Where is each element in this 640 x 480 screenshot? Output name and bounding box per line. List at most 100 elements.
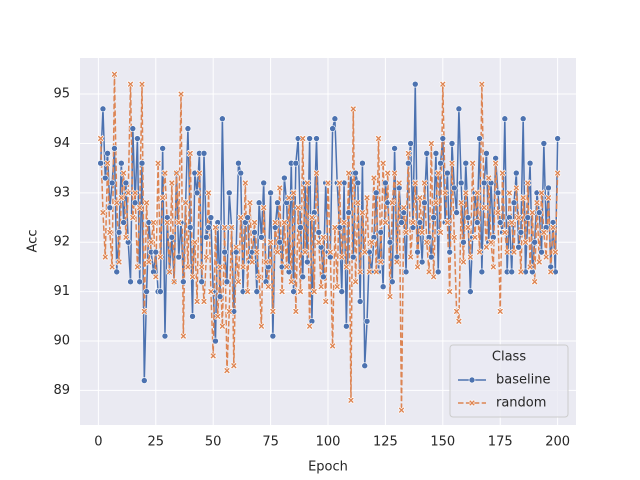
marker bbox=[464, 223, 472, 232]
marker bbox=[386, 238, 394, 246]
marker bbox=[483, 150, 490, 157]
marker bbox=[382, 179, 389, 187]
marker bbox=[274, 199, 281, 207]
marker bbox=[374, 134, 383, 143]
marker bbox=[193, 297, 201, 306]
marker bbox=[361, 248, 369, 256]
marker bbox=[535, 209, 543, 216]
marker bbox=[159, 194, 167, 202]
marker bbox=[115, 229, 123, 236]
marker bbox=[501, 115, 509, 123]
marker bbox=[423, 238, 431, 246]
marker bbox=[475, 248, 484, 256]
marker bbox=[276, 238, 284, 246]
marker bbox=[460, 238, 467, 246]
x-tick-label: 200 bbox=[545, 435, 570, 450]
marker bbox=[324, 179, 332, 187]
marker bbox=[200, 297, 208, 306]
marker bbox=[537, 189, 546, 197]
y-tick-label: 95 bbox=[53, 87, 70, 102]
marker bbox=[448, 159, 456, 167]
marker bbox=[97, 134, 105, 143]
marker bbox=[345, 209, 352, 216]
marker bbox=[129, 213, 137, 222]
marker bbox=[542, 253, 550, 261]
marker bbox=[441, 189, 449, 197]
y-tick-label: 93 bbox=[53, 185, 70, 200]
marker bbox=[239, 263, 247, 271]
marker bbox=[180, 278, 187, 286]
marker bbox=[143, 288, 150, 295]
marker bbox=[478, 268, 486, 276]
marker bbox=[354, 199, 362, 207]
marker bbox=[473, 219, 481, 226]
marker bbox=[97, 159, 104, 167]
marker bbox=[393, 258, 401, 266]
marker bbox=[354, 179, 362, 187]
marker bbox=[432, 199, 440, 207]
marker bbox=[292, 307, 300, 316]
marker bbox=[544, 194, 553, 202]
x-tick-label: 150 bbox=[430, 435, 455, 450]
marker bbox=[514, 213, 523, 222]
marker bbox=[400, 204, 408, 212]
y-tick-label: 89 bbox=[53, 383, 70, 398]
marker bbox=[320, 273, 327, 281]
marker bbox=[294, 204, 302, 212]
marker bbox=[168, 179, 176, 187]
marker bbox=[120, 169, 128, 177]
marker bbox=[101, 253, 109, 261]
marker bbox=[142, 199, 151, 207]
marker bbox=[347, 396, 355, 404]
marker bbox=[379, 283, 387, 290]
marker bbox=[234, 278, 243, 286]
marker bbox=[202, 234, 210, 241]
marker bbox=[255, 199, 263, 207]
marks bbox=[97, 70, 562, 414]
x-tick-label: 75 bbox=[262, 435, 279, 450]
marker bbox=[127, 278, 134, 286]
marker bbox=[111, 145, 118, 152]
marker bbox=[349, 105, 357, 113]
marker bbox=[188, 273, 197, 281]
marker bbox=[400, 209, 408, 216]
marker bbox=[207, 214, 215, 221]
marker bbox=[365, 268, 373, 276]
marker bbox=[216, 263, 224, 271]
marker bbox=[306, 135, 313, 142]
marker bbox=[356, 268, 364, 276]
marker bbox=[430, 214, 437, 221]
marker bbox=[414, 248, 421, 256]
marker bbox=[278, 288, 286, 296]
marker bbox=[283, 263, 291, 271]
marker bbox=[103, 159, 112, 167]
marker bbox=[253, 288, 261, 295]
marker bbox=[221, 223, 229, 232]
y-axis-label: Acc bbox=[26, 230, 41, 253]
marker bbox=[310, 288, 318, 296]
marker bbox=[476, 135, 483, 142]
marker bbox=[352, 169, 359, 177]
marker bbox=[140, 377, 148, 384]
marker bbox=[218, 322, 226, 330]
marker bbox=[317, 283, 325, 291]
marker bbox=[402, 268, 410, 276]
marker bbox=[161, 169, 169, 177]
marker bbox=[246, 199, 254, 207]
marker bbox=[326, 248, 334, 256]
marker bbox=[402, 228, 410, 236]
marker bbox=[244, 214, 251, 221]
marker bbox=[434, 268, 442, 276]
marker bbox=[404, 149, 412, 157]
marker bbox=[230, 362, 238, 370]
x-tick-label: 50 bbox=[205, 435, 222, 450]
marker bbox=[501, 228, 509, 236]
marker bbox=[551, 248, 559, 256]
marker bbox=[241, 179, 249, 187]
marker bbox=[131, 189, 139, 197]
marker bbox=[149, 218, 158, 227]
marker bbox=[485, 174, 493, 182]
marker bbox=[193, 189, 201, 197]
marker bbox=[333, 283, 341, 291]
